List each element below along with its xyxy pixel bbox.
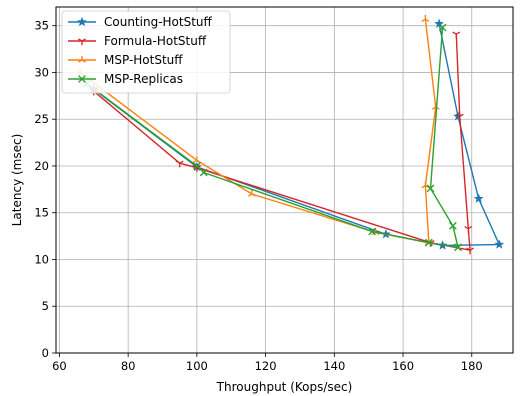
legend-entry: Counting-HotStuff [68,15,213,29]
data-point [421,14,430,22]
y-tick-label: 15 [34,206,49,220]
x-tick-label: 60 [52,359,67,373]
legend-marker [78,75,86,83]
legend-marker [76,16,88,27]
y-axis-label: Latency (msec) [10,134,24,227]
y-tick-label: 20 [34,159,49,173]
data-point [464,225,473,233]
x-tick-label: 100 [186,359,208,373]
data-point [466,247,475,255]
series-layer [76,14,505,255]
legend-label: MSP-Replicas [104,72,183,86]
x-tick-label: 140 [323,359,345,373]
data-point [448,221,457,230]
y-tick-label: 35 [34,19,49,33]
legend-marker [78,55,86,63]
data-point [454,243,462,252]
legend-entry: Formula-HotStuff [68,34,207,48]
plot-frame [55,6,514,354]
y-tick-label: 0 [42,346,49,360]
y-tick-label: 5 [42,299,49,313]
legend-label: Counting-HotStuff [104,15,213,29]
y-tick-label: 10 [34,252,49,266]
data-point [438,23,447,32]
x-tick-label: 80 [121,359,136,373]
legend-box [61,10,231,94]
data-point [426,184,435,193]
legend-label: MSP-HotStuff [104,53,183,67]
data-point [434,18,445,29]
legend-label: Formula-HotStuff [104,34,207,48]
data-point [424,238,433,247]
y-tick-label: 30 [34,65,49,79]
legend-marker [78,38,86,46]
data-point [199,168,208,177]
data-point [494,239,505,249]
data-point [175,160,184,168]
legend-entry: MSP-HotStuff [68,53,183,67]
legend-entry: MSP-Replicas [68,72,183,86]
legend: Counting-HotStuff Formula-HotStuff MSP-Hot… [61,10,231,94]
data-point [452,31,461,39]
data-point [421,181,430,189]
data-point [192,162,201,170]
y-tick-label: 25 [34,112,49,126]
x-tick-label: 160 [392,359,414,373]
data-point [368,227,377,236]
x-axis-label: Throughput (Kops/sec) [216,380,353,394]
series-msp-replicas [83,23,462,252]
axis-ticks: 60 80 100 120 140 160 180 0 5 10 15 20 25 30 35 [34,19,482,373]
data-point [473,193,484,204]
data-point [247,189,256,197]
data-point [192,156,201,164]
x-tick-label: 180 [461,359,483,373]
data-point [455,113,464,121]
x-tick-label: 120 [255,359,277,373]
